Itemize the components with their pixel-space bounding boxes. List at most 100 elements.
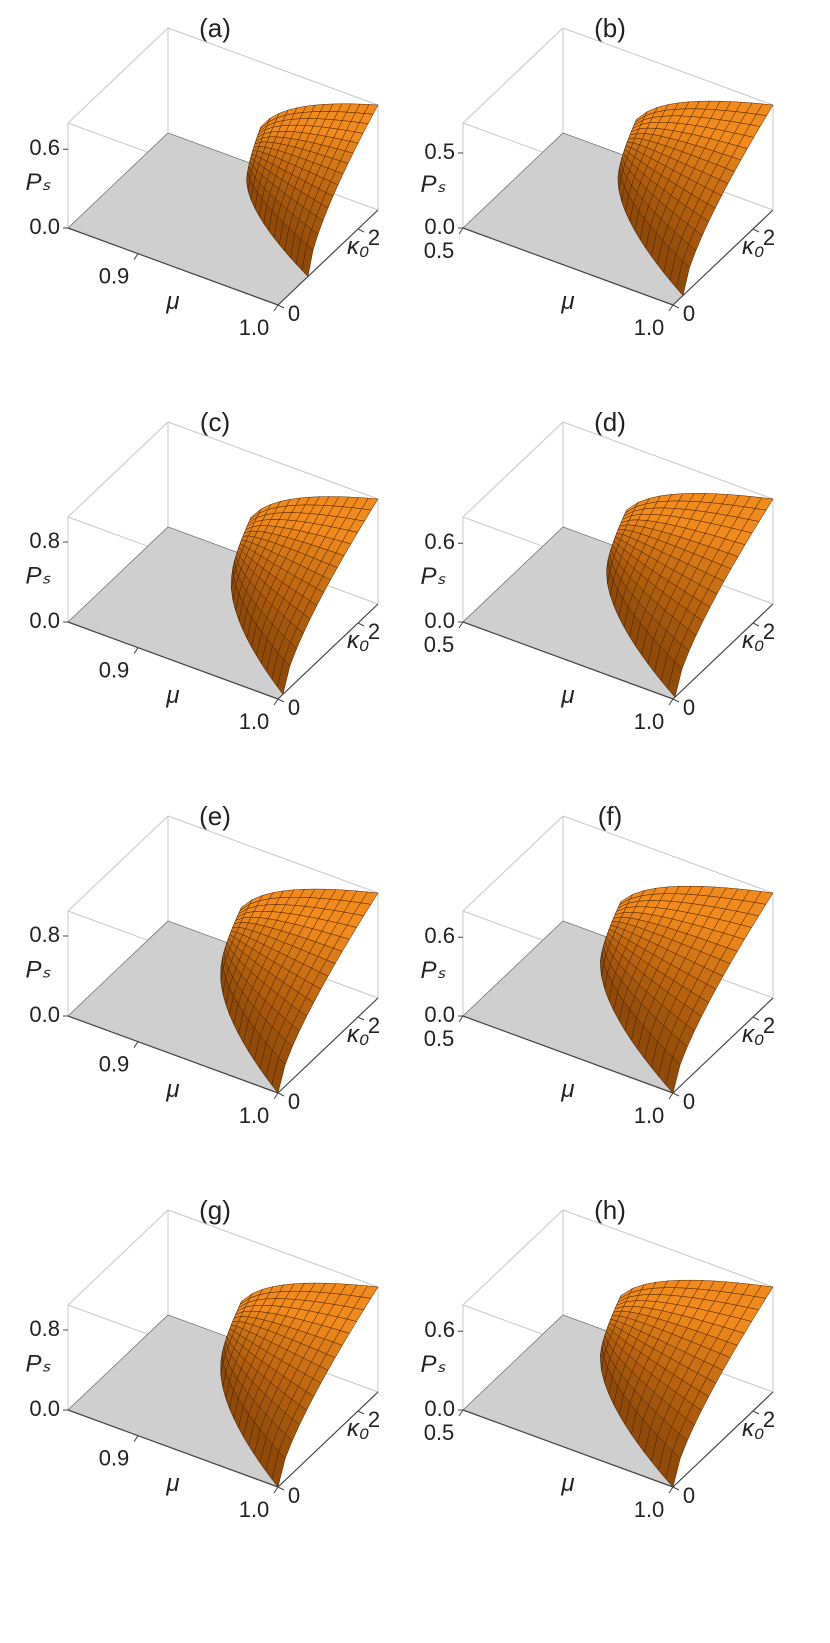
z-tick-label: 0.6 (424, 529, 455, 554)
surface-cell (277, 659, 291, 695)
y-label: κ₀ (347, 627, 369, 654)
surface-cell (676, 260, 690, 297)
y-tick-label: 2 (368, 1407, 380, 1432)
panel: (g) 0.0 0.8 Pₛ 0.9 1.0 μ 0 2κ₀ (26, 1195, 381, 1522)
panel-title: (h) (594, 1195, 626, 1225)
y-label: κ₀ (742, 233, 764, 260)
x-tick-label: 0.5 (424, 238, 455, 263)
panel: (d) 0.0 0.6 Pₛ 0.5 1.0 μ 0 2κ₀ (421, 407, 776, 734)
y-tick-label: 0 (683, 695, 695, 720)
y-tick-label: 0 (288, 1089, 300, 1114)
x-tick (668, 698, 674, 706)
y-tick (672, 1092, 680, 1097)
panel: (c) 0.0 0.8 Pₛ 0.9 1.0 μ 0 2κ₀ (26, 407, 381, 734)
x-tick (273, 1092, 279, 1100)
axis-line (67, 227, 279, 306)
y-tick-label: 2 (763, 225, 775, 250)
x-tick (273, 1486, 279, 1494)
y-tick (672, 1486, 680, 1491)
z-tick-label: 0.0 (424, 1002, 455, 1027)
box-edge (67, 421, 169, 518)
z-label: Pₛ (26, 1350, 52, 1377)
x-tick (133, 1041, 139, 1048)
panel-title: (f) (598, 801, 623, 831)
x-label: μ (165, 682, 179, 709)
box-edge (167, 421, 379, 500)
x-label: μ (560, 682, 574, 709)
panel: (h) 0.0 0.6 Pₛ 0.5 1.0 μ 0 2κ₀ (421, 1195, 776, 1522)
z-tick-label: 0.0 (424, 1396, 455, 1421)
z-label: Pₛ (26, 169, 52, 196)
y-tick (357, 1410, 365, 1415)
axis-line (672, 997, 774, 1094)
axis-line (277, 603, 379, 700)
z-tick-label: 0.0 (424, 214, 455, 239)
surface-cell (667, 661, 683, 698)
y-tick-label: 2 (368, 225, 380, 250)
axis-line (67, 621, 279, 700)
x-tick-label: 1.0 (634, 1103, 665, 1128)
x-tick (458, 1409, 464, 1417)
y-tick-label: 2 (763, 619, 775, 644)
panel-title: (b) (594, 13, 626, 43)
axis-line (672, 603, 774, 700)
x-tick-label: 0.9 (99, 1051, 130, 1076)
axis-line (277, 997, 379, 1094)
z-label: Pₛ (421, 563, 447, 590)
panel-title: (g) (199, 1195, 231, 1225)
y-tick-label: 0 (683, 301, 695, 326)
y-label: κ₀ (742, 1415, 764, 1442)
y-label: κ₀ (347, 1021, 369, 1048)
x-tick (458, 227, 464, 235)
axis-line (462, 1409, 674, 1488)
x-tick-label: 1.0 (634, 709, 665, 734)
x-label: μ (560, 1470, 574, 1497)
panel-title: (a) (199, 13, 231, 43)
box-edge (562, 1209, 774, 1288)
axis-line (67, 1015, 279, 1094)
box-edge (167, 27, 379, 106)
x-tick (133, 253, 139, 260)
panel: (e) 0.0 0.8 Pₛ 0.9 1.0 μ 0 2κ₀ (26, 801, 381, 1128)
x-tick (273, 698, 279, 706)
y-tick (277, 304, 285, 309)
z-tick-label: 0.0 (29, 608, 60, 633)
axis-line (277, 209, 379, 306)
box-edge (562, 27, 774, 106)
box-edge (462, 421, 564, 518)
y-tick-label: 0 (288, 301, 300, 326)
z-tick-label: 0.0 (29, 1002, 60, 1027)
z-tick-label: 0.8 (29, 528, 60, 553)
x-label: μ (560, 1076, 574, 1103)
surface-cell (271, 1451, 286, 1488)
y-tick-label: 0 (683, 1089, 695, 1114)
x-tick-label: 1.0 (239, 1103, 270, 1128)
x-tick (458, 1015, 464, 1023)
x-tick-label: 0.5 (424, 1026, 455, 1051)
y-tick (672, 698, 680, 703)
x-tick-label: 1.0 (634, 315, 665, 340)
z-tick-label: 0.8 (29, 922, 60, 947)
axis-line (462, 227, 674, 306)
x-tick (133, 1435, 139, 1442)
axis-line (672, 1391, 774, 1488)
y-tick (752, 1016, 760, 1021)
x-tick-label: 0.9 (99, 657, 130, 682)
panel-title: (d) (594, 407, 626, 437)
box-edge (67, 27, 169, 124)
x-tick-label: 1.0 (634, 1497, 665, 1522)
x-tick (668, 1092, 674, 1100)
y-label: κ₀ (742, 1021, 764, 1048)
axis-line (67, 1409, 279, 1488)
surface-cell (665, 1056, 681, 1094)
z-tick-label: 0.6 (29, 135, 60, 160)
y-tick (357, 1016, 365, 1021)
y-tick-label: 2 (368, 1013, 380, 1038)
box-edge (462, 1209, 564, 1306)
y-tick (277, 698, 285, 703)
y-tick-label: 2 (368, 619, 380, 644)
y-tick (752, 228, 760, 233)
